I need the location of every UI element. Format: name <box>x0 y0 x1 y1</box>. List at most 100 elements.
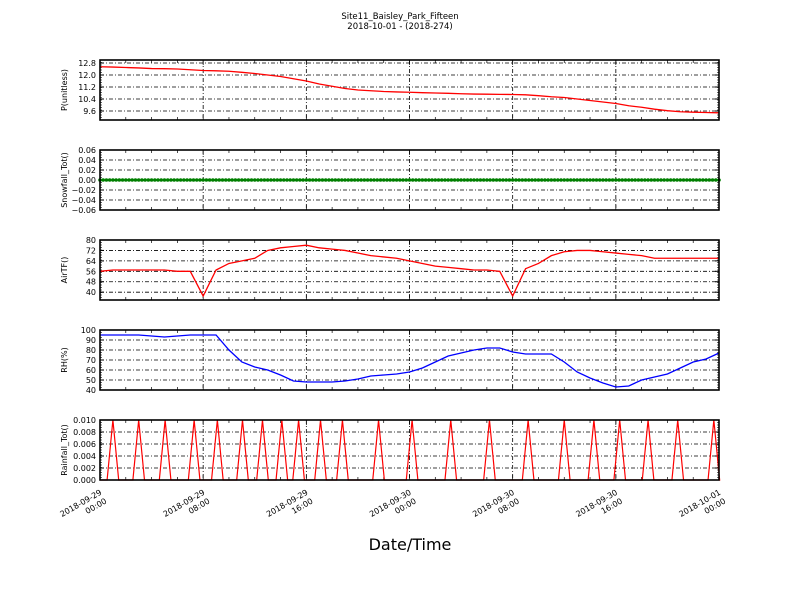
data-point <box>623 178 628 182</box>
data-point <box>550 353 552 355</box>
data-point <box>601 178 605 182</box>
data-point <box>318 83 320 85</box>
data-point <box>449 178 454 182</box>
data-point <box>628 253 630 255</box>
data-point <box>465 178 470 182</box>
y-tick-label: 70 <box>86 356 96 365</box>
y-tick-label: 0.010 <box>73 416 96 425</box>
data-point <box>201 178 205 182</box>
y-tick-label: 50 <box>86 376 96 385</box>
data-point <box>104 178 109 182</box>
data-point <box>665 178 670 182</box>
data-point <box>175 178 180 182</box>
data-point <box>138 334 140 336</box>
data-point <box>530 178 534 182</box>
data-point <box>317 178 322 182</box>
data-point <box>185 178 189 182</box>
data-point <box>523 178 528 182</box>
data-point <box>549 178 554 182</box>
data-point <box>241 260 243 262</box>
data-point <box>120 178 125 182</box>
data-point <box>591 178 596 182</box>
data-point <box>114 178 118 182</box>
data-point <box>344 250 346 251</box>
data-point <box>352 178 357 182</box>
data-point <box>460 352 462 354</box>
data-point <box>346 178 351 182</box>
data-point <box>672 178 676 182</box>
data-point <box>327 178 331 182</box>
y-axis-label: AirTF() <box>60 257 69 284</box>
data-point <box>215 70 217 72</box>
data-point <box>704 178 708 182</box>
y-tick-label: 64 <box>86 257 96 266</box>
data-point <box>331 248 333 250</box>
data-point <box>207 178 212 182</box>
data-point <box>138 67 140 69</box>
data-point <box>630 178 634 182</box>
data-point <box>136 178 141 182</box>
data-point <box>343 178 347 182</box>
data-point <box>236 178 241 182</box>
data-point <box>439 178 444 182</box>
data-point <box>552 178 557 182</box>
data-point <box>267 74 269 76</box>
x-axis-label: Date/Time <box>369 535 452 554</box>
data-point <box>615 386 617 388</box>
data-point <box>667 110 668 112</box>
data-point <box>434 265 436 267</box>
y-tick-label: 80 <box>86 236 96 245</box>
data-point <box>641 379 643 381</box>
data-point <box>585 178 589 182</box>
data-point <box>254 366 256 368</box>
data-point <box>149 178 154 182</box>
data-point <box>357 252 359 254</box>
data-point <box>143 178 147 182</box>
data-point <box>107 178 112 182</box>
data-point <box>189 334 191 336</box>
data-point <box>525 94 526 96</box>
data-point <box>607 178 612 182</box>
data-point <box>370 255 372 257</box>
data-point <box>678 178 683 182</box>
data-point <box>217 178 222 182</box>
data-point <box>381 178 386 182</box>
data-point <box>491 178 496 182</box>
y-tick-label: 0.002 <box>73 464 96 473</box>
data-point <box>249 178 254 182</box>
y-axis-label: Rainfall_Tot() <box>60 424 69 476</box>
data-point <box>692 257 694 259</box>
data-point <box>602 251 604 253</box>
y-tick-label: 10.4 <box>78 95 96 104</box>
plot-frame <box>99 59 720 121</box>
data-point <box>278 178 283 182</box>
data-point <box>151 68 152 69</box>
data-point <box>267 250 269 251</box>
data-point <box>423 178 428 182</box>
data-point <box>178 178 183 182</box>
data-point <box>525 353 526 355</box>
panel-0: 12.8 12.0 11.2 10.4 9.6 P(unitless) <box>60 59 720 121</box>
data-point <box>254 257 256 259</box>
data-point <box>692 361 694 363</box>
data-point <box>202 334 204 336</box>
data-point <box>588 178 592 182</box>
data-point <box>710 178 715 182</box>
data-point <box>589 377 591 379</box>
plot-frame <box>99 329 720 391</box>
data-point <box>191 178 196 182</box>
y-tick-label: 0.006 <box>73 440 96 449</box>
data-point <box>594 178 599 182</box>
data-point <box>223 178 228 182</box>
y-tick-label: 9.6 <box>83 107 96 116</box>
data-point <box>510 178 515 182</box>
data-point <box>125 269 127 271</box>
data-point <box>639 178 644 182</box>
data-point <box>636 178 641 182</box>
data-point <box>383 374 385 376</box>
data-point <box>359 178 363 182</box>
data-point <box>291 178 296 182</box>
data-point <box>156 178 160 182</box>
